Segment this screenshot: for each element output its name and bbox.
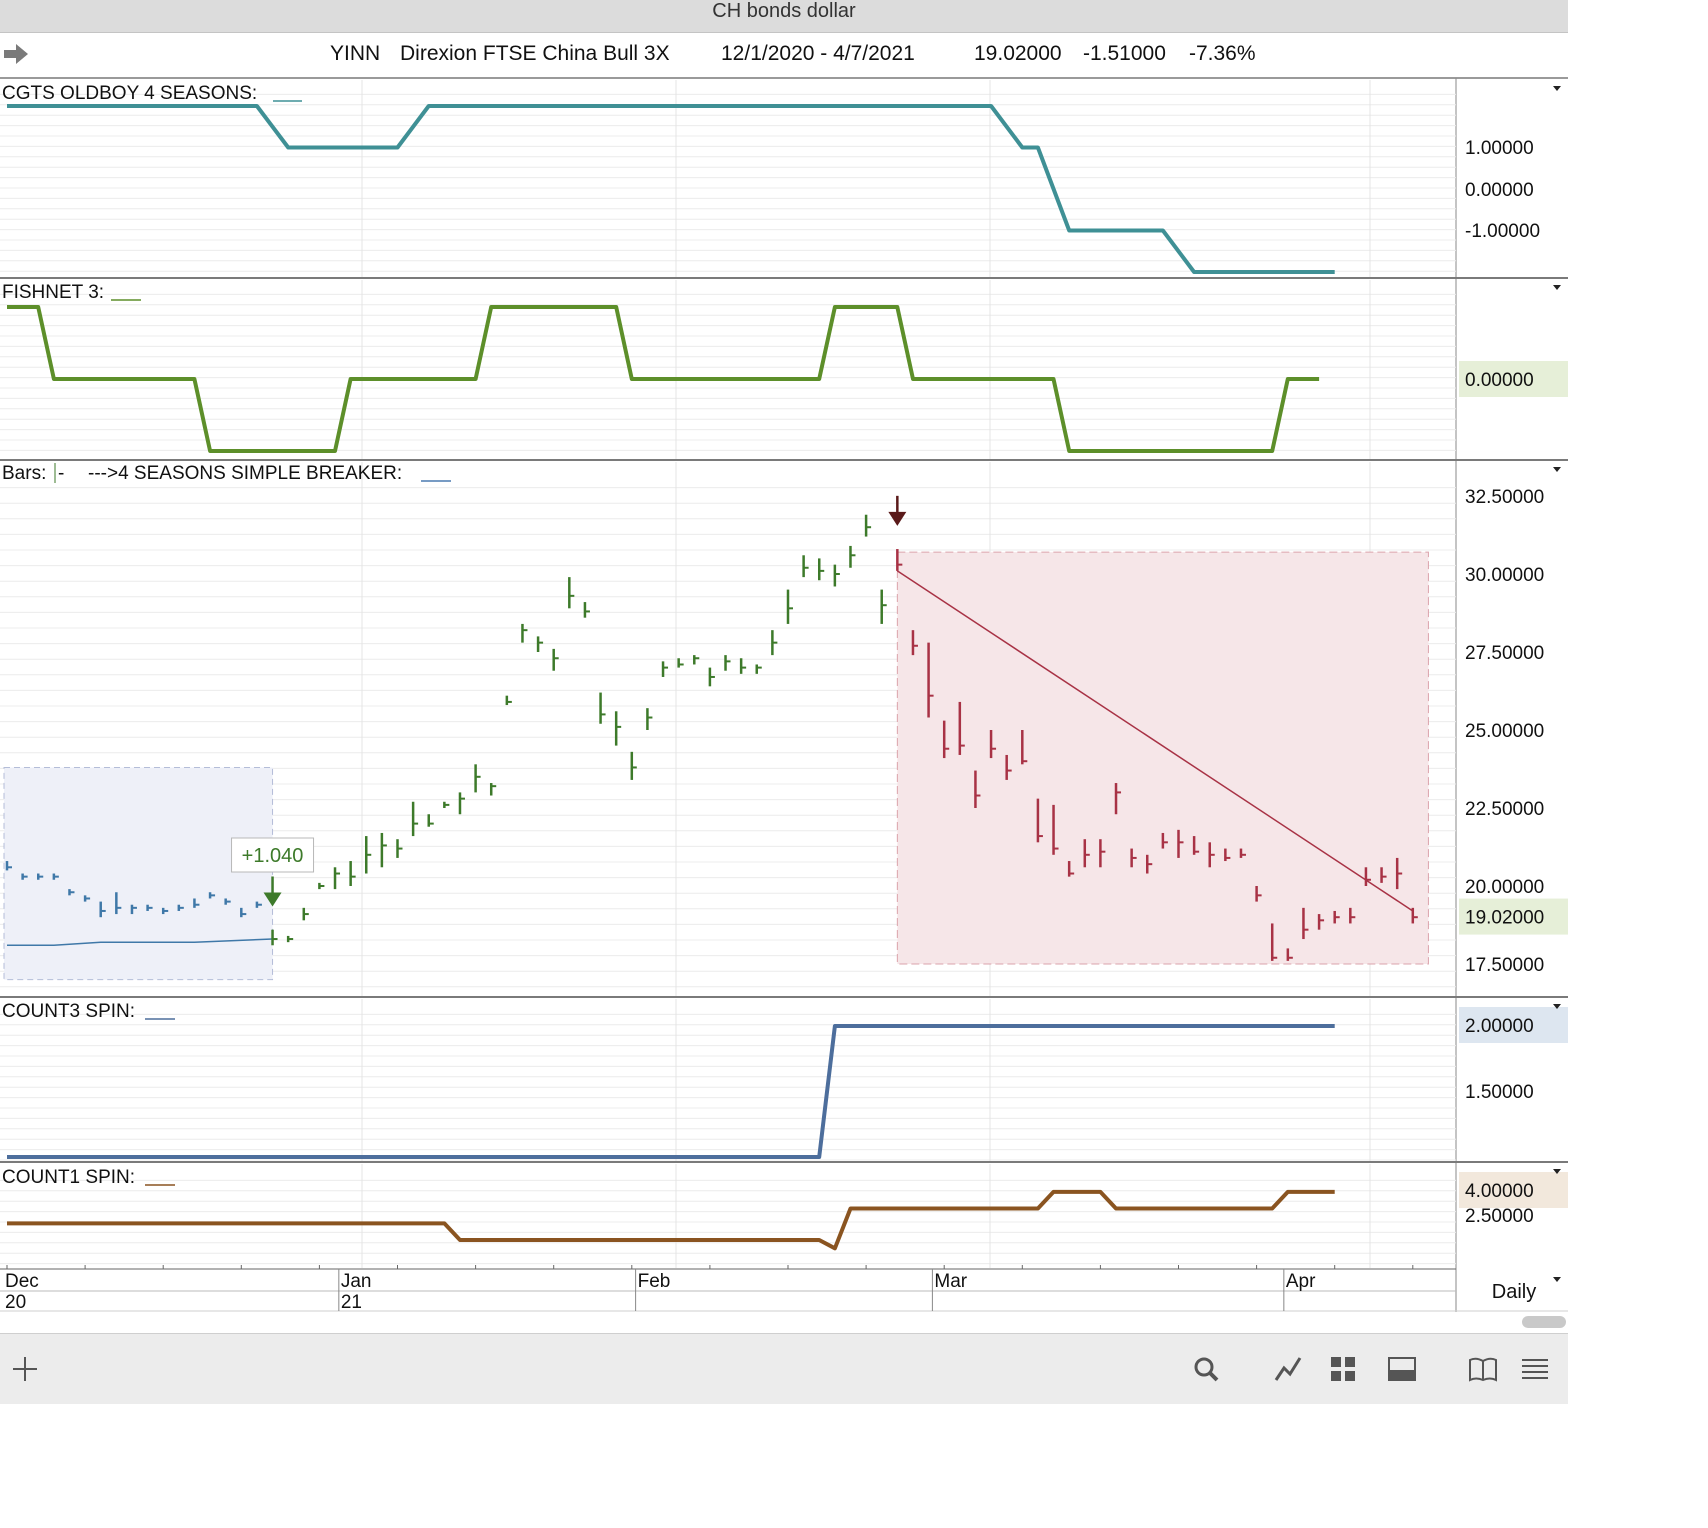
breaker-title: --->4 SEASONS SIMPLE BREAKER: xyxy=(88,463,402,484)
pane-menu-icon xyxy=(1553,467,1561,472)
symbol-info-bar: YINN Direxion FTSE China Bull 3X 12/1/20… xyxy=(0,33,1568,79)
fishnet-last-value-box xyxy=(1459,361,1568,397)
price-ytick: 25.00000 xyxy=(1465,721,1544,742)
fishnet-line xyxy=(7,305,1320,453)
price-change: -1.51000 xyxy=(1083,42,1166,65)
oldboy-title: CGTS OLDBOY 4 SEASONS: xyxy=(2,83,257,104)
price-ytick: 20.00000 xyxy=(1465,877,1544,898)
date-range: 12/1/2020 - 4/7/2021 xyxy=(721,42,915,65)
count1-ytick: 2.50000 xyxy=(1465,1206,1534,1227)
price-ytick: 32.50000 xyxy=(1465,487,1544,508)
month-label: Dec xyxy=(5,1271,39,1292)
bars-title: Bars: xyxy=(2,463,46,484)
count3-last-value: 2.00000 xyxy=(1465,1016,1534,1037)
price-last-value-box xyxy=(1459,898,1568,935)
price-ytick: 30.00000 xyxy=(1465,565,1544,586)
year-label: 21 xyxy=(341,1292,362,1313)
period-label[interactable]: Daily xyxy=(1491,1281,1537,1303)
breaker-trendline xyxy=(896,570,1414,912)
price-ytick: 27.50000 xyxy=(1465,643,1544,664)
pane-menu-icon xyxy=(1553,86,1561,91)
price-change-pct: -7.36% xyxy=(1189,42,1256,65)
price-ytick: 17.50000 xyxy=(1465,955,1544,976)
grid-layout-icon[interactable] xyxy=(1326,1352,1360,1386)
pane-menu-icon xyxy=(1553,1169,1561,1174)
line-chart-icon[interactable] xyxy=(1272,1352,1306,1386)
window-title: CH bonds dollar xyxy=(0,0,1568,33)
bottom-toolbar xyxy=(0,1333,1568,1404)
instrument-name: Direxion FTSE China Bull 3X xyxy=(400,42,670,65)
menu-icon[interactable] xyxy=(1518,1352,1552,1386)
pane-menu-icon xyxy=(1553,1004,1561,1009)
year-label: 20 xyxy=(5,1292,26,1313)
pre-baseline xyxy=(7,938,273,947)
symbol: YINN xyxy=(330,42,381,65)
breaker-range-box xyxy=(896,551,1429,965)
count3-title: COUNT3 SPIN: xyxy=(2,1001,135,1022)
count3-line xyxy=(7,1024,1335,1159)
add-icon[interactable] xyxy=(8,1352,42,1386)
signal-arrowhead-icon xyxy=(888,511,907,526)
month-label: Jan xyxy=(341,1271,372,1292)
count3-ytick: 1.50000 xyxy=(1465,1082,1534,1103)
count1-last-value-box xyxy=(1459,1172,1568,1208)
month-label: Apr xyxy=(1286,1271,1316,1292)
last-price: 19.02000 xyxy=(974,42,1062,65)
search-icon[interactable] xyxy=(1189,1352,1223,1386)
pre-signal-box xyxy=(3,766,274,981)
bars-legend-tick: - xyxy=(58,463,64,484)
period-menu-icon xyxy=(1553,1277,1561,1282)
oldboy-ytick: 0.00000 xyxy=(1465,180,1534,201)
oldboy-ytick: 1.00000 xyxy=(1465,138,1534,159)
arrow-right-icon[interactable] xyxy=(2,41,30,67)
oldboy-ytick: -1.00000 xyxy=(1465,221,1540,242)
gain-annotation: +1.040 xyxy=(242,845,304,867)
chart-canvas[interactable]: CGTS OLDBOY 4 SEASONS: 1.00000 0.00000 -1.0… xyxy=(0,0,1568,1333)
gain-annotation-box xyxy=(231,837,315,873)
month-label: Feb xyxy=(638,1271,671,1292)
month-label: Mar xyxy=(934,1271,967,1292)
book-icon[interactable] xyxy=(1466,1352,1500,1386)
signal-arrowhead-icon xyxy=(263,892,282,907)
count1-line xyxy=(7,1189,1335,1251)
price-ytick: 22.50000 xyxy=(1465,799,1544,820)
oldboy-line xyxy=(7,104,1335,274)
fishnet-title: FISHNET 3: xyxy=(2,282,104,303)
horizontal-scrollbar[interactable] xyxy=(1522,1316,1566,1328)
panel-layout-icon[interactable] xyxy=(1385,1352,1419,1386)
price-last-value: 19.02000 xyxy=(1465,908,1544,929)
pane-menu-icon xyxy=(1553,285,1561,290)
fishnet-last-value: 0.00000 xyxy=(1465,370,1534,391)
count1-title: COUNT1 SPIN: xyxy=(2,1167,135,1188)
count3-last-value-box xyxy=(1459,1007,1568,1043)
count1-last-value: 4.00000 xyxy=(1465,1181,1534,1202)
